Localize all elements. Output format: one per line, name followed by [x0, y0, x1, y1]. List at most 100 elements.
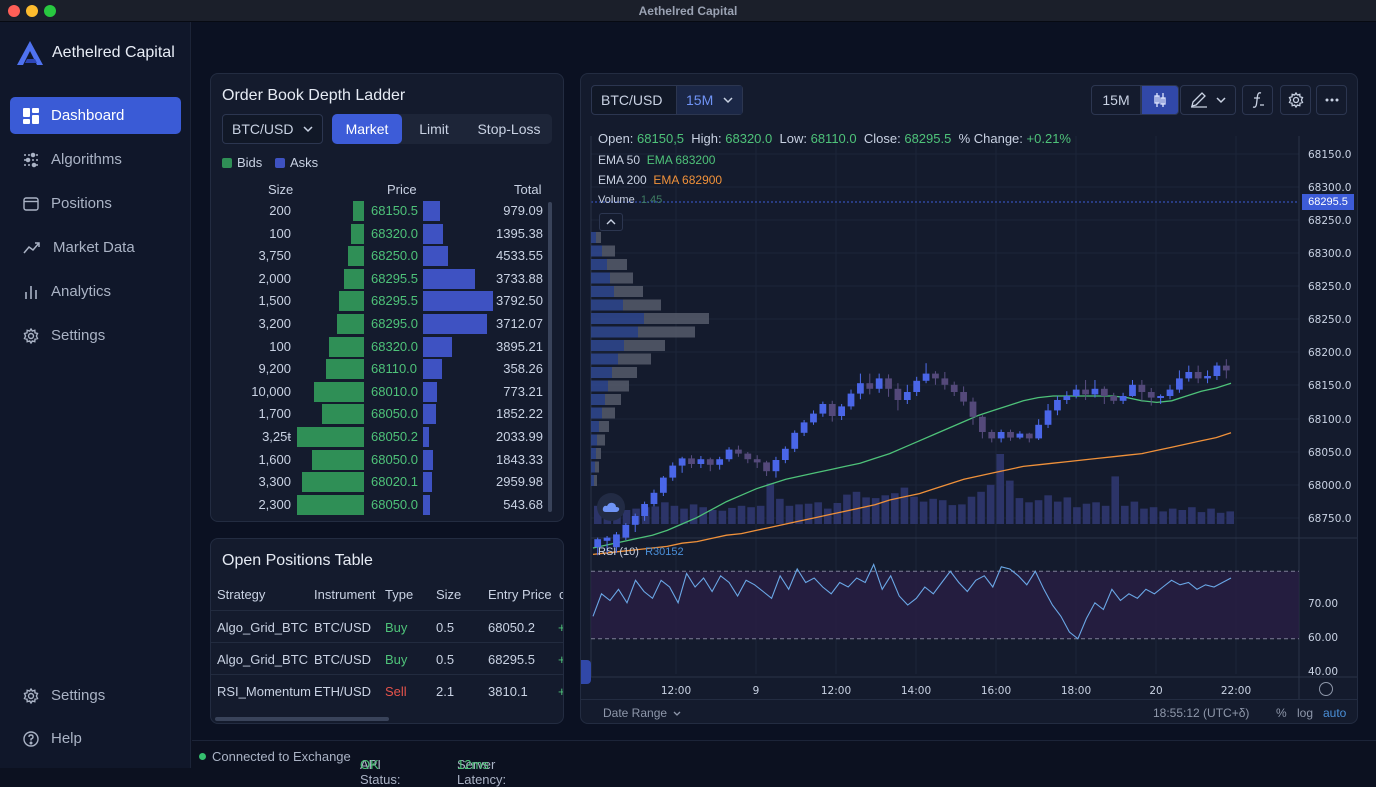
ask-depth-bar: [423, 494, 430, 515]
sidebar-item-positions[interactable]: Positions: [10, 185, 181, 222]
close-window-button[interactable]: [8, 5, 20, 17]
table-row[interactable]: RSI_Momentum ETH/USD Sell 2.1 3810.1 +: [211, 674, 563, 706]
sidebar-item-settings[interactable]: Settings: [10, 317, 181, 354]
sidebar-item-dashboard[interactable]: Dashboard: [10, 97, 181, 134]
zoom-window-button[interactable]: [44, 5, 56, 17]
list-item[interactable]: 1,500 68295.5 3792.50: [211, 290, 563, 312]
col-strategy-header: Strategy: [217, 587, 266, 602]
list-item[interactable]: 9,200 68110.0 358.26: [211, 358, 563, 380]
volume-profile-bar: [599, 421, 609, 432]
candle: [659, 477, 667, 493]
collapse-legend-button[interactable]: [599, 213, 623, 231]
chevron-down-icon: [303, 126, 313, 133]
pair-select[interactable]: BTC/USD: [222, 114, 323, 144]
chart-settings-button[interactable]: [1280, 85, 1311, 115]
volume-profile-bar: [591, 367, 612, 378]
list-item[interactable]: 1,600 68050.0 1843.33: [211, 449, 563, 471]
pane-resize-handle[interactable]: [581, 660, 591, 684]
row-size: 3,200: [258, 316, 291, 331]
volume-profile-bar: [591, 380, 608, 392]
rsi-label: RSI (10): [598, 546, 639, 558]
candle: [978, 416, 986, 432]
col-more-header: c: [559, 587, 563, 602]
sidebar-item-market-data[interactable]: Market Data: [10, 229, 181, 266]
sidebar-item-algorithms[interactable]: Algorithms: [10, 141, 181, 178]
list-item[interactable]: 10,000 68010.0 773.21: [211, 381, 563, 403]
cell-strategy: Algo_Grid_BTC: [217, 620, 309, 635]
ask-depth-bar: [423, 404, 436, 425]
candle: [716, 459, 724, 465]
open-value: 68150,5: [637, 131, 685, 146]
candle: [781, 448, 789, 460]
cell-size: 2.1: [436, 684, 455, 699]
sidebar-bottom-help[interactable]: Help: [10, 720, 181, 757]
draw-tool-button[interactable]: [1180, 85, 1236, 115]
candle: [960, 392, 967, 402]
candle: [1063, 396, 1071, 400]
cell-type: Buy: [385, 652, 408, 667]
list-item[interactable]: 1,700 68050.0 1852.22: [211, 403, 563, 425]
volume-profile-bar: [595, 461, 599, 473]
list-item[interactable]: 3,750 68250.0 4533.55: [211, 245, 563, 267]
order-type-market[interactable]: Market: [332, 114, 402, 144]
row-size: 1,700: [258, 406, 291, 422]
row-total: 543.68: [503, 496, 543, 512]
sidebar-item-label: Settings: [51, 687, 106, 704]
close-value: 68295.5: [904, 131, 952, 146]
brand[interactable]: Aethelred Capital: [16, 38, 175, 68]
candle: [1194, 372, 1202, 379]
volume-bar: [871, 498, 880, 524]
row-size: 2,000: [258, 270, 291, 286]
order-type-stop-loss[interactable]: Stop-Loss: [477, 121, 541, 137]
minimize-window-button[interactable]: [26, 5, 38, 17]
chart-logo-badge[interactable]: [597, 493, 625, 521]
order-type-limit[interactable]: Limit: [419, 121, 449, 137]
help-icon: [23, 730, 39, 747]
list-item[interactable]: 100 68320.0 3895.21: [211, 336, 563, 358]
volume-bar: [996, 454, 1005, 524]
price-tick-label: 68750.0: [1308, 513, 1351, 525]
candles-type-button[interactable]: [1141, 85, 1179, 115]
auto-scale-toggle[interactable]: auto: [1323, 706, 1347, 720]
time-axis-settings-icon[interactable]: [1319, 682, 1333, 696]
timeframe-button[interactable]: 15M: [1091, 85, 1141, 115]
list-item[interactable]: 2,000 68295.5 3733.88: [211, 268, 563, 290]
positions-scrollbar[interactable]: [215, 717, 389, 721]
list-item[interactable]: 2,300 68050.0 543.68: [211, 494, 563, 516]
sidebar-bottom-settings[interactable]: Settings: [10, 677, 181, 714]
date-range-button[interactable]: Date Range: [603, 706, 681, 720]
volume-bar: [756, 505, 765, 524]
list-item[interactable]: 100 68320.0 1395.38: [211, 223, 563, 245]
table-row[interactable]: Algo_Grid_BTC BTC/USD Buy 0.5 68295.5 +: [211, 642, 563, 674]
volume-profile-bar: [623, 299, 661, 311]
gear-icon: [23, 687, 39, 704]
order-book-scrollbar[interactable]: [548, 202, 552, 512]
row-size: 100: [269, 338, 291, 354]
table-row[interactable]: Algo_Grid_BTC BTC/USD Buy 0.5 68050.2 +: [211, 610, 563, 642]
ema200-line: [592, 432, 1232, 556]
log-scale-toggle[interactable]: log: [1297, 706, 1314, 720]
price-chart[interactable]: 68150.0 68300.0 68250.0 68300.0 68250.0 68250…: [581, 74, 1358, 724]
bids-swatch: [222, 157, 232, 168]
interval-select[interactable]: 15M: [676, 86, 742, 114]
candle: [622, 524, 630, 538]
ask-depth-bar: [423, 246, 448, 267]
window-title: Aethelred Capital: [638, 4, 738, 18]
time-tick-label: 12:00: [821, 685, 851, 697]
percent-scale-toggle[interactable]: %: [1276, 706, 1287, 720]
list-item[interactable]: 3,300 68020.1 2959.98: [211, 471, 563, 493]
list-item[interactable]: 200 68150.5 979.09: [211, 200, 563, 222]
order-type-segment: Market Limit Stop-Loss: [332, 114, 552, 144]
row-total: 1395.38: [496, 225, 543, 241]
indicators-button[interactable]: [1242, 85, 1273, 115]
more-options-button[interactable]: [1316, 85, 1347, 115]
list-item[interactable]: 3,200 68295.0 3712.07: [211, 313, 563, 335]
volume-bar: [1168, 508, 1177, 524]
col-size-header: Size: [268, 182, 294, 197]
volume-profile-bar: [591, 286, 614, 297]
ask-depth-bar: [423, 427, 429, 447]
sidebar-item-analytics[interactable]: Analytics: [10, 273, 181, 310]
list-item[interactable]: 3,25ŧ 68050.2 2033.99: [211, 426, 563, 448]
volume-bar: [622, 510, 631, 524]
cell-entry-price: 3810.1: [488, 684, 528, 699]
